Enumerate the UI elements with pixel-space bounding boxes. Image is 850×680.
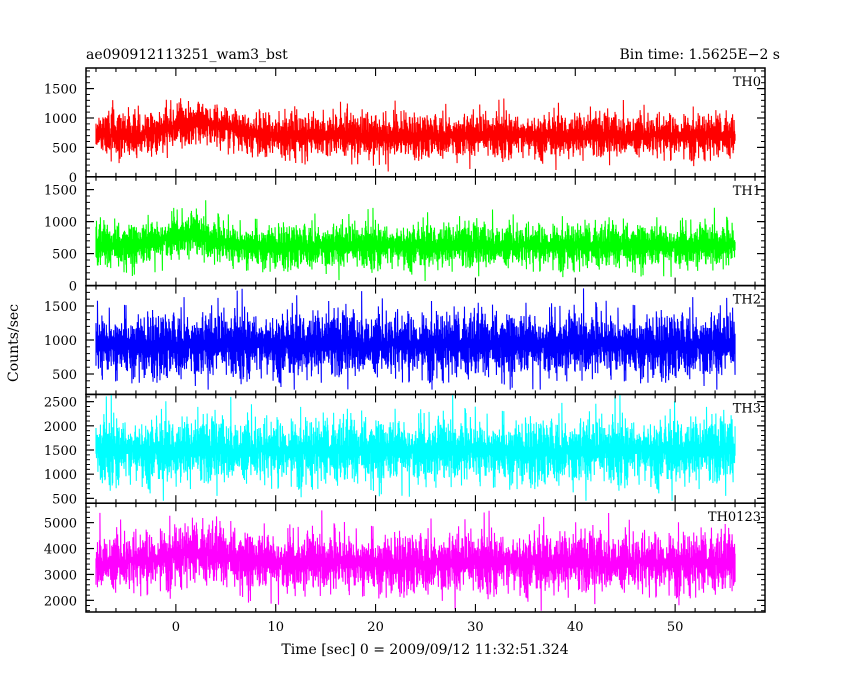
panel-label-th1: TH1	[733, 184, 761, 199]
y-tick-label: 500	[52, 248, 77, 263]
panel-label-th3: TH3	[733, 401, 761, 416]
series-th3-line	[95, 394, 736, 501]
panel-th3: 500 1000 1500 2000 2500 TH3	[44, 393, 766, 507]
panel-label-th0123: TH0123	[708, 510, 761, 525]
y-tick-label: 5000	[44, 517, 77, 532]
panel-th0123: 2000 3000 4000 5000 TH0123	[44, 502, 766, 613]
y-tick-label: 0	[69, 171, 77, 186]
panel-th2: 500 1000 1500 TH2	[44, 284, 766, 396]
series-th0-line	[95, 98, 736, 172]
y-tick-label: 2000	[44, 420, 77, 435]
y-tick-label: 1000	[44, 112, 77, 127]
y-tick-label: 0	[69, 280, 77, 295]
x-tick-label: 50	[667, 620, 684, 635]
y-tick-label: 500	[52, 368, 77, 383]
y-tick-label: 2500	[44, 396, 77, 411]
y-tick-label: 1500	[44, 300, 77, 315]
series-th1-line	[95, 200, 736, 282]
y-tick-label: 4000	[44, 543, 77, 558]
x-axis: 0 10 20 30 40 50	[172, 620, 684, 635]
y-tick-label: 1500	[44, 444, 77, 459]
chart-title-left: ae090912113251_wam3_bst	[86, 47, 288, 63]
panel-th0: 0 500 1000 1500 TH0	[44, 67, 766, 186]
panel-label-th0: TH0	[733, 75, 761, 90]
x-tick-label: 20	[367, 620, 384, 635]
y-tick-label: 500	[52, 492, 77, 507]
y-tick-label: 1500	[44, 184, 77, 199]
panel-frame	[85, 502, 766, 613]
series-th2-line	[95, 288, 736, 390]
x-tick-label: 30	[467, 620, 484, 635]
x-axis-label: Time [sec] 0 = 2009/09/12 11:32:51.324	[281, 642, 568, 658]
x-tick-label: 10	[267, 620, 284, 635]
panel-th1: 0 500 1000 1500 TH1	[44, 176, 766, 295]
y-axis-label: Counts/sec	[6, 304, 22, 382]
panel-label-th2: TH2	[733, 293, 761, 308]
series-th0123-line	[95, 510, 736, 611]
x-tick-label: 0	[172, 620, 180, 635]
y-tick-label: 1000	[44, 468, 77, 483]
chart-title-right: Bin time: 1.5625E−2 s	[619, 47, 780, 63]
y-tick-label: 2000	[44, 594, 77, 609]
y-tick-label: 1000	[44, 334, 77, 349]
y-tick-label: 1500	[44, 83, 77, 98]
y-tick-label: 500	[52, 141, 77, 156]
panels-group: 0 500 1000 1500 TH0 0 500 1000 1500 TH1 500 1000 150…	[44, 67, 766, 613]
y-tick-label: 1000	[44, 216, 77, 231]
y-tick-label: 3000	[44, 568, 77, 583]
x-tick-label: 40	[567, 620, 584, 635]
